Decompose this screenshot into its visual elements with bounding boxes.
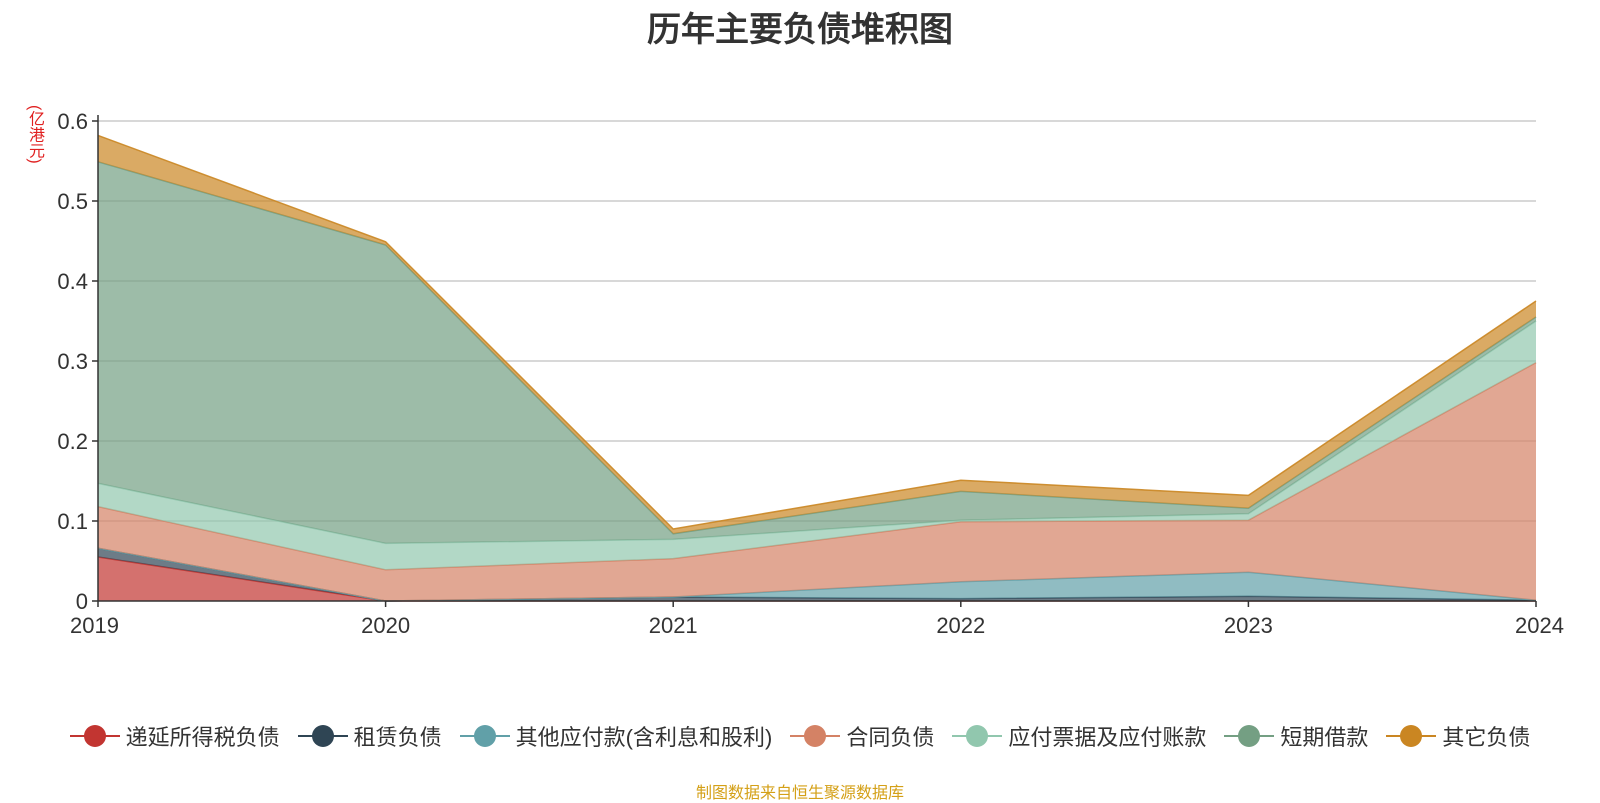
chart-title: 历年主要负债堆积图: [647, 11, 953, 49]
y-tick-label: 0.3: [57, 349, 88, 374]
legend-label: 递延所得税负债: [125, 725, 280, 750]
legend-item[interactable]: 应付票据及应付账款: [952, 720, 1206, 752]
stacked-area-chart: 0 0.1 0.2 0.3 0.4 0.5 0.6 2019 2020 2021 2022 2023 2…: [57, 109, 1564, 638]
y-tick-label: 0.6: [57, 109, 88, 134]
y-tick-label: 0.5: [57, 189, 88, 214]
x-tick-label: 2023: [1224, 613, 1273, 638]
y-tick-label: 0: [76, 589, 88, 614]
legend-item[interactable]: 递延所得税负债: [69, 720, 280, 752]
legend-item[interactable]: 其它负债: [1386, 720, 1530, 752]
legend-marker-icon: [1386, 724, 1437, 748]
legend: 递延所得税负债 租赁负债 其他应付款(含利息和股利) 合同负债 应付票据及应付账款 短期借…: [0, 716, 1600, 756]
legend-label: 其它负债: [1442, 725, 1531, 750]
area-layer: [97, 134, 1537, 602]
legend-item[interactable]: 租赁负债: [297, 720, 442, 752]
legend-label: 合同负债: [846, 725, 935, 750]
legend-label: 短期借款: [1280, 725, 1369, 750]
x-tick-label: 2022: [936, 613, 985, 638]
legend-item[interactable]: 合同负债: [790, 720, 934, 752]
legend-marker-icon: [1224, 724, 1275, 748]
legend-item[interactable]: 其他应付款(含利息和股利): [459, 720, 773, 752]
area-series-2: [98, 548, 1536, 601]
x-tick-label: 2024: [1515, 613, 1564, 638]
x-tick-label: 2019: [70, 613, 119, 638]
area-series-3: [98, 362, 1536, 601]
y-tick-label: 0.2: [57, 429, 88, 454]
area-series-0: [98, 557, 1536, 601]
source-note: 制图数据来自恒生聚源数据库: [695, 785, 904, 802]
legend-marker-icon: [459, 724, 510, 748]
legend-label: 租赁负债: [353, 725, 442, 750]
x-tick-label: 2020: [361, 613, 410, 638]
legend-marker-icon: [790, 724, 841, 748]
legend-marker-icon: [297, 724, 348, 748]
axis-layer: 0 0.1 0.2 0.3 0.4 0.5 0.6 2019 2020 2021 2022 2023 2…: [57, 109, 1564, 638]
area-series-line-6: [97, 134, 1537, 530]
y-tick-label: 0.1: [57, 509, 88, 534]
legend-marker-icon: [69, 724, 120, 748]
area-series-5: [98, 161, 1536, 544]
legend-label: 其他应付款(含利息和股利): [515, 725, 773, 750]
y-tick-label: 0.4: [57, 269, 88, 294]
x-tick-label: 2021: [649, 613, 698, 638]
y-axis-unit-label: (亿港元): [26, 105, 43, 164]
legend-label: 应付票据及应付账款: [1008, 725, 1207, 750]
legend-item[interactable]: 短期借款: [1224, 720, 1368, 752]
legend-marker-icon: [952, 724, 1003, 748]
